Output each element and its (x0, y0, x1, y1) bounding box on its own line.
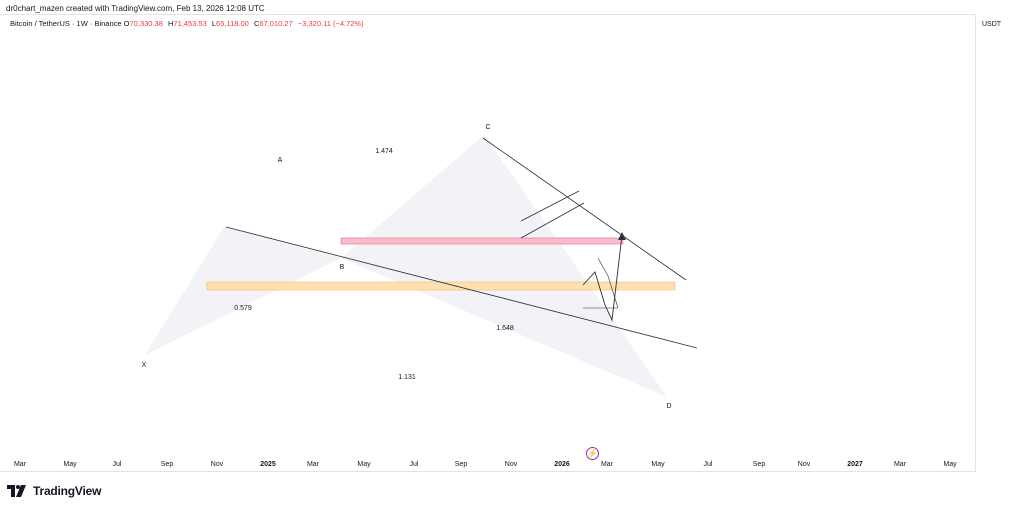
tradingview-logo-icon (7, 485, 26, 497)
projection-arrow-icon (618, 232, 626, 240)
chart-pane[interactable] (0, 14, 976, 472)
xab-triangle[interactable] (145, 227, 341, 355)
time-tick-label: Jul (704, 461, 713, 468)
time-tick-label: May (651, 461, 665, 468)
supply-zone[interactable] (340, 237, 624, 245)
symbol-legend[interactable]: Bitcoin / TetherUS · 1W · Binance O70,33… (10, 19, 367, 28)
symbol-title[interactable]: Bitcoin / TetherUS · 1W · Binance (10, 19, 122, 28)
upper-trendline[interactable] (482, 137, 687, 281)
price-axis[interactable]: USDT 190,000.00170,000.00150,000.00135,0… (976, 14, 1024, 472)
time-tick-label: Sep (753, 461, 766, 468)
time-tick-label: Nov (798, 461, 811, 468)
time-tick-label: May (943, 461, 957, 468)
projection-path[interactable] (582, 234, 623, 322)
time-tick-label: Nov (211, 461, 224, 468)
wedge-upper-line[interactable] (520, 190, 580, 222)
time-tick-label: Mar (14, 461, 27, 468)
time-tick-label: 2025 (260, 461, 276, 468)
lower-trendline[interactable] (225, 226, 698, 349)
time-tick-label: Sep (455, 461, 468, 468)
label-x[interactable]: X (142, 362, 147, 369)
chart-credit: dr0chart_mazen created with TradingView.… (6, 4, 265, 13)
footer (0, 472, 1024, 509)
time-tick-label: Jul (113, 461, 122, 468)
open-label: O (123, 19, 130, 28)
low-value: 65,118.00 (216, 19, 249, 28)
time-tick-label: 2026 (554, 461, 570, 468)
open-value: 70,330.38 (129, 19, 163, 28)
bcd-triangle[interactable] (341, 135, 667, 397)
label-b[interactable]: B (340, 264, 345, 271)
label-c[interactable]: C (485, 124, 490, 131)
lightning-icon[interactable]: ⚡ (586, 447, 599, 460)
time-tick-label: Nov (505, 461, 518, 468)
time-tick-label: May (63, 461, 77, 468)
ratio-xab[interactable]: 0.579 (234, 305, 252, 312)
time-tick-label: May (357, 461, 371, 468)
price-axis-labels: 190,000.00170,000.00150,000.00135,000.00… (976, 14, 1024, 472)
time-tick-label: 2027 (847, 461, 863, 468)
wedge-lower-line[interactable] (520, 202, 585, 239)
label-a[interactable]: A (278, 157, 283, 164)
projection-alt-path[interactable] (597, 257, 619, 309)
label-d[interactable]: D (666, 403, 671, 410)
demand-zone[interactable] (206, 281, 676, 291)
high-value: 71,453.53 (173, 19, 207, 28)
low-label: L (211, 19, 217, 28)
high-label: H (167, 19, 174, 28)
chart-canvas[interactable]: X A B C D 0.579 1.474 1.648 1.131 Mar May Jul Sep No… (0, 14, 976, 472)
currency-unit[interactable]: USDT (982, 21, 1002, 28)
tradingview-wordmark: TradingView (33, 484, 102, 498)
change-value: −3,320.11 (−4.72%) (297, 19, 364, 28)
time-tick-label: Sep (161, 461, 174, 468)
ratio-bcd[interactable]: 1.648 (496, 325, 514, 332)
tradingview-logo[interactable]: TradingView (7, 484, 101, 498)
ratio-xad[interactable]: 1.131 (398, 374, 416, 381)
time-tick-label: Jul (410, 461, 419, 468)
time-tick-label: Mar (894, 461, 907, 468)
time-tick-label: Mar (601, 461, 614, 468)
ratio-abc[interactable]: 1.474 (375, 148, 393, 155)
time-tick-label: Mar (307, 461, 320, 468)
close-value: 67,010.27 (259, 19, 293, 28)
close-label: C (253, 19, 260, 28)
